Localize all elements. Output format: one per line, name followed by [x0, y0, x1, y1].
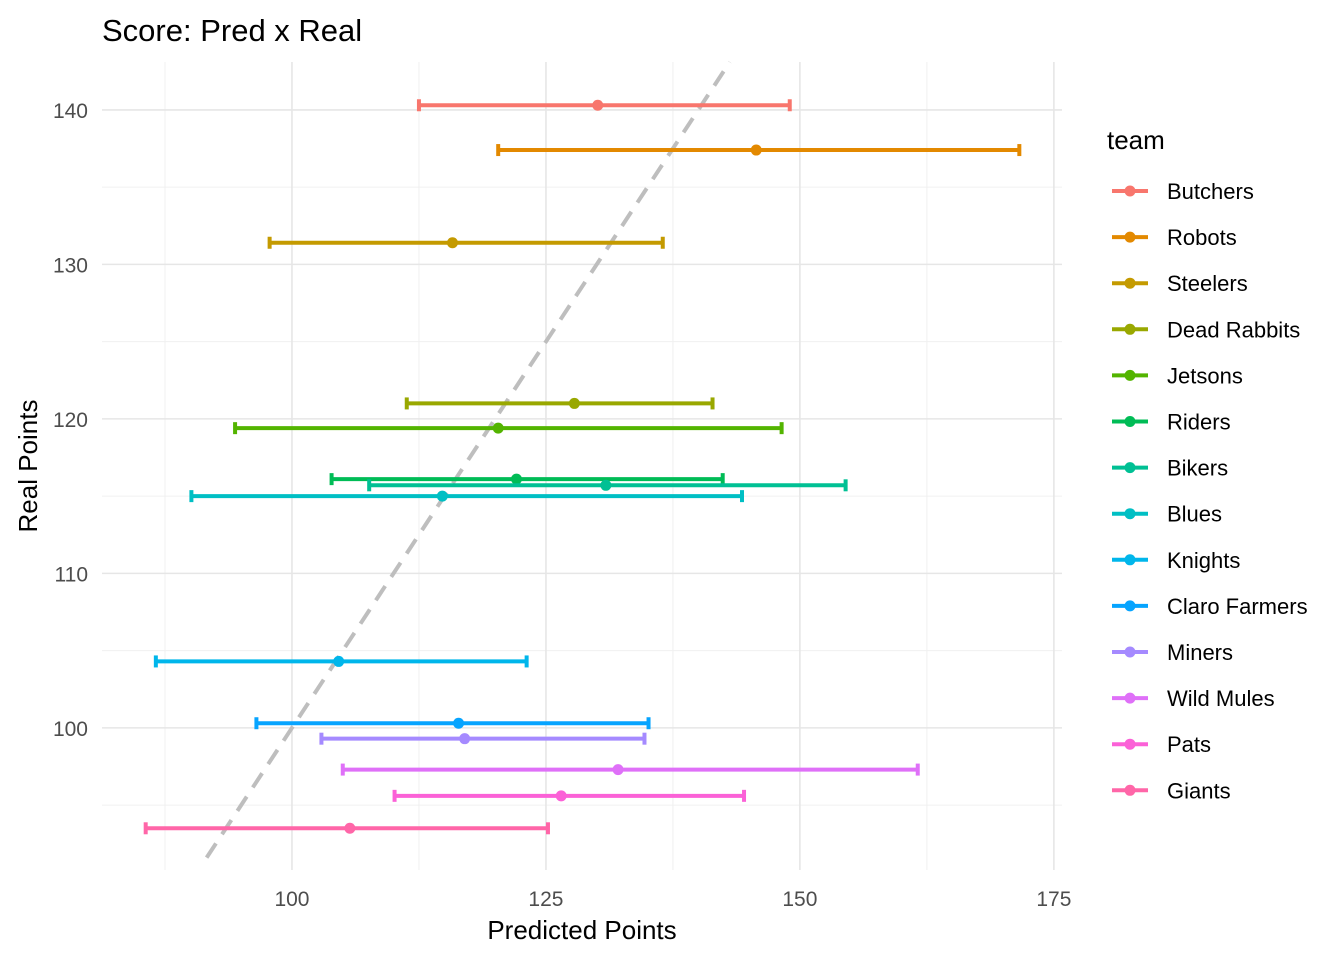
team-jetsons — [233, 422, 784, 435]
data-point — [492, 422, 504, 434]
legend-label: Riders — [1167, 410, 1231, 435]
y-tick-label: 120 — [53, 409, 88, 432]
legend-label: Giants — [1167, 778, 1231, 803]
grid — [102, 62, 1062, 870]
y-tick-label: 100 — [53, 718, 88, 741]
data-point — [600, 479, 612, 491]
legend-item: Blues — [1112, 502, 1222, 527]
legend-key-point — [1124, 600, 1136, 612]
team-bikers — [367, 479, 848, 492]
legend-key-point — [1124, 646, 1136, 658]
data-point — [459, 733, 471, 745]
legend: team Butchers Robots Steelers Dead Rabbits J… — [1107, 125, 1308, 803]
legend-label: Claro Farmers — [1167, 594, 1308, 619]
data-point — [453, 717, 465, 729]
legend-key-point — [1124, 323, 1136, 335]
legend-key-point — [1124, 369, 1136, 381]
legend-key-point — [1124, 784, 1136, 796]
team-claro-farmers — [254, 717, 651, 730]
x-axis-label: Predicted Points — [487, 915, 676, 945]
legend-label: Blues — [1167, 502, 1222, 527]
legend-label: Knights — [1167, 548, 1240, 573]
x-tick-label: 150 — [782, 888, 817, 911]
legend-key-point — [1124, 416, 1136, 427]
data-marks — [143, 99, 1022, 835]
legend-item: Steelers — [1112, 271, 1248, 296]
team-giants — [143, 822, 550, 835]
legend-label: Jetsons — [1167, 363, 1243, 388]
legend-title: team — [1107, 125, 1165, 155]
legend-label: Wild Mules — [1167, 686, 1275, 711]
legend-key-point — [1124, 738, 1136, 750]
team-pats — [392, 789, 747, 802]
data-point — [510, 473, 522, 485]
legend-label: Bikers — [1167, 456, 1228, 481]
data-point — [612, 764, 624, 776]
team-blues — [189, 490, 744, 503]
legend-item: Claro Farmers — [1112, 594, 1308, 619]
legend-item: Bikers — [1112, 456, 1228, 481]
reference-line-y-equals-x — [204, 60, 732, 859]
legend-item: Giants — [1112, 778, 1231, 803]
legend-key-point — [1124, 185, 1136, 197]
legend-key-point — [1124, 554, 1136, 566]
legend-item: Pats — [1112, 732, 1211, 757]
data-point — [555, 790, 567, 802]
legend-item: Dead Rabbits — [1112, 317, 1300, 342]
team-steelers — [267, 236, 665, 249]
legend-key-point — [1124, 692, 1136, 704]
legend-key-point — [1124, 231, 1136, 243]
data-point — [750, 144, 762, 156]
team-dead-rabbits — [404, 397, 715, 410]
legend-key-point — [1124, 462, 1136, 474]
legend-key-point — [1124, 277, 1136, 289]
data-point — [568, 397, 580, 409]
data-point — [333, 655, 345, 667]
legend-label: Dead Rabbits — [1167, 317, 1300, 342]
legend-label: Butchers — [1167, 179, 1254, 204]
axis-ticks: 100 125 150 175 100 110 120 130 140 — [53, 100, 1071, 911]
legend-item: Butchers — [1112, 179, 1254, 204]
data-point — [436, 490, 448, 502]
x-tick-label: 125 — [528, 888, 563, 911]
x-tick-label: 100 — [274, 888, 309, 911]
data-point — [344, 822, 356, 834]
team-riders — [329, 473, 725, 486]
x-tick-label: 175 — [1036, 888, 1071, 911]
legend-label: Robots — [1167, 225, 1237, 250]
y-tick-label: 140 — [53, 100, 88, 123]
legend-label: Pats — [1167, 732, 1211, 757]
team-knights — [153, 655, 529, 668]
data-point — [446, 237, 458, 249]
chart-title: Score: Pred x Real — [102, 13, 362, 48]
y-tick-label: 130 — [53, 254, 88, 277]
team-wild-mules — [340, 763, 920, 776]
data-point — [592, 99, 604, 111]
legend-item: Knights — [1112, 548, 1240, 573]
legend-label: Miners — [1167, 640, 1233, 665]
legend-item: Riders — [1112, 410, 1231, 435]
legend-item: Jetsons — [1112, 363, 1243, 388]
legend-label: Steelers — [1167, 271, 1248, 296]
team-miners — [319, 732, 647, 745]
y-tick-label: 110 — [55, 563, 88, 586]
legend-key-point — [1124, 508, 1136, 520]
y-axis-label: Real Points — [13, 400, 43, 533]
team-butchers — [416, 99, 792, 112]
legend-item: Miners — [1112, 640, 1233, 665]
legend-item: Robots — [1112, 225, 1237, 250]
reference-line-group — [204, 60, 732, 859]
legend-item: Wild Mules — [1112, 686, 1275, 711]
team-robots — [496, 144, 1022, 157]
